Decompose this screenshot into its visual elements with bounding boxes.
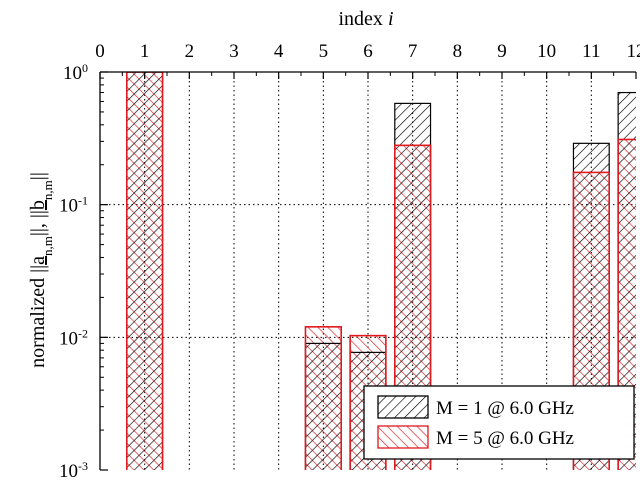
x-tick-label: 4 xyxy=(274,41,284,62)
bar-m1-fill xyxy=(126,72,163,470)
x-tick-label: 1 xyxy=(140,41,150,62)
x-tick-label: 9 xyxy=(497,41,507,62)
x-tick-label: 2 xyxy=(185,41,195,62)
bar-m5-outline xyxy=(126,72,164,470)
y-tick-label: 10-3 xyxy=(59,459,88,481)
x-tick-label: 6 xyxy=(363,41,373,62)
legend-label: M = 1 @ 6.0 GHz xyxy=(436,398,574,419)
x-tick-label: 0 xyxy=(95,41,105,62)
x-tick-label: 10 xyxy=(537,41,556,62)
legend: M = 1 @ 6.0 GHz M = 5 @ 6.0 GHz xyxy=(363,385,635,460)
y-tick-label: 100 xyxy=(63,61,88,84)
y-tick-label: 10-1 xyxy=(59,194,88,217)
bar-m1-fill xyxy=(618,92,636,470)
bar-m5-outline xyxy=(304,326,343,470)
x-tick-label: 8 xyxy=(453,41,463,62)
bar-m5-outline xyxy=(393,144,432,470)
y-tick-label: 10-2 xyxy=(59,326,88,349)
bar-m5-outline xyxy=(617,138,636,470)
legend-label: M = 5 @ 6.0 GHz xyxy=(436,428,574,449)
x-tick-label: 11 xyxy=(582,41,600,62)
x-axis-title: index i xyxy=(339,8,394,30)
x-tick-label: 7 xyxy=(408,41,418,62)
x-tick-label: 3 xyxy=(229,41,239,62)
x-tick-label: 5 xyxy=(319,41,329,62)
x-tick-label: 12 xyxy=(627,41,640,62)
legend-swatch xyxy=(377,425,429,449)
bar-m1-fill xyxy=(305,343,342,470)
x-tick-labels: 0123456789101112 xyxy=(95,41,640,79)
y-axis-title-text: normalized ||an,m||, ||bn,m|| xyxy=(27,172,55,368)
bar-m5-outline xyxy=(572,171,611,470)
legend-swatch xyxy=(377,395,429,419)
y-tick-labels: 100 10-1 10-2 10-3 xyxy=(59,61,108,481)
y-axis-title: normalized ||an,m||, ||bn,m|| xyxy=(27,172,55,368)
